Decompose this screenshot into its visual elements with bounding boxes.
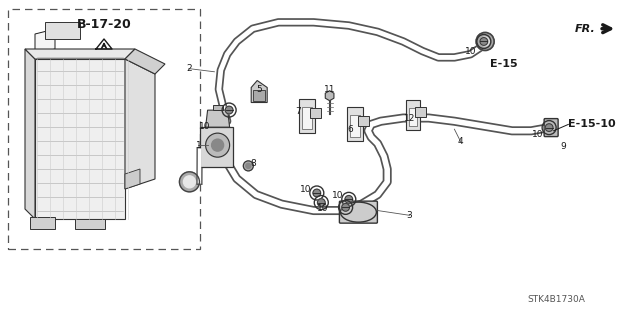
- Circle shape: [243, 161, 253, 171]
- Polygon shape: [205, 110, 230, 127]
- Polygon shape: [350, 115, 360, 137]
- Circle shape: [225, 106, 233, 114]
- Polygon shape: [252, 80, 268, 102]
- Circle shape: [317, 199, 325, 206]
- Text: FR.: FR.: [575, 24, 595, 34]
- Polygon shape: [25, 49, 35, 219]
- Polygon shape: [358, 116, 369, 126]
- Ellipse shape: [340, 202, 376, 222]
- Circle shape: [480, 38, 488, 45]
- Text: 10: 10: [300, 185, 312, 194]
- Text: 10: 10: [199, 122, 211, 130]
- Text: E-15: E-15: [490, 59, 517, 69]
- Circle shape: [342, 204, 349, 211]
- Polygon shape: [302, 108, 312, 130]
- Polygon shape: [125, 49, 165, 74]
- Polygon shape: [409, 108, 417, 126]
- Text: 10: 10: [317, 204, 328, 213]
- Circle shape: [345, 196, 353, 203]
- Text: 2: 2: [186, 64, 191, 73]
- Text: 11: 11: [324, 85, 335, 94]
- Polygon shape: [125, 59, 155, 189]
- Polygon shape: [406, 100, 420, 130]
- Text: 10: 10: [532, 130, 543, 139]
- Circle shape: [545, 124, 553, 131]
- Text: 9: 9: [561, 142, 566, 151]
- Polygon shape: [300, 100, 315, 133]
- Polygon shape: [45, 22, 80, 39]
- Circle shape: [212, 139, 223, 151]
- Circle shape: [179, 172, 200, 192]
- Circle shape: [476, 33, 494, 50]
- Text: 4: 4: [458, 137, 463, 146]
- Text: 10: 10: [332, 191, 344, 200]
- Polygon shape: [35, 59, 125, 219]
- Polygon shape: [212, 105, 223, 110]
- Polygon shape: [253, 90, 265, 100]
- Polygon shape: [75, 219, 105, 229]
- Polygon shape: [125, 169, 140, 189]
- Polygon shape: [30, 217, 55, 229]
- Polygon shape: [35, 29, 55, 54]
- Polygon shape: [310, 108, 321, 118]
- Polygon shape: [348, 108, 364, 141]
- Polygon shape: [25, 49, 135, 59]
- Circle shape: [481, 37, 490, 46]
- Circle shape: [313, 189, 321, 197]
- Text: STK4B1730A: STK4B1730A: [528, 295, 586, 304]
- Text: 8: 8: [250, 159, 255, 168]
- FancyBboxPatch shape: [544, 119, 558, 137]
- Text: 1: 1: [196, 141, 201, 150]
- Polygon shape: [325, 91, 334, 101]
- Text: 5: 5: [257, 85, 262, 94]
- Circle shape: [184, 176, 195, 188]
- Text: 12: 12: [404, 114, 415, 122]
- Text: E-15-10: E-15-10: [568, 119, 616, 130]
- Text: 6: 6: [348, 125, 353, 134]
- Bar: [8, 9, 200, 249]
- FancyBboxPatch shape: [339, 201, 378, 223]
- Polygon shape: [200, 127, 232, 167]
- Text: 7: 7: [295, 107, 300, 116]
- Circle shape: [205, 133, 230, 157]
- Polygon shape: [415, 107, 426, 117]
- Text: 3: 3: [407, 211, 412, 220]
- Text: 10: 10: [465, 47, 477, 56]
- Text: B-17-20: B-17-20: [77, 18, 131, 31]
- Circle shape: [246, 163, 251, 168]
